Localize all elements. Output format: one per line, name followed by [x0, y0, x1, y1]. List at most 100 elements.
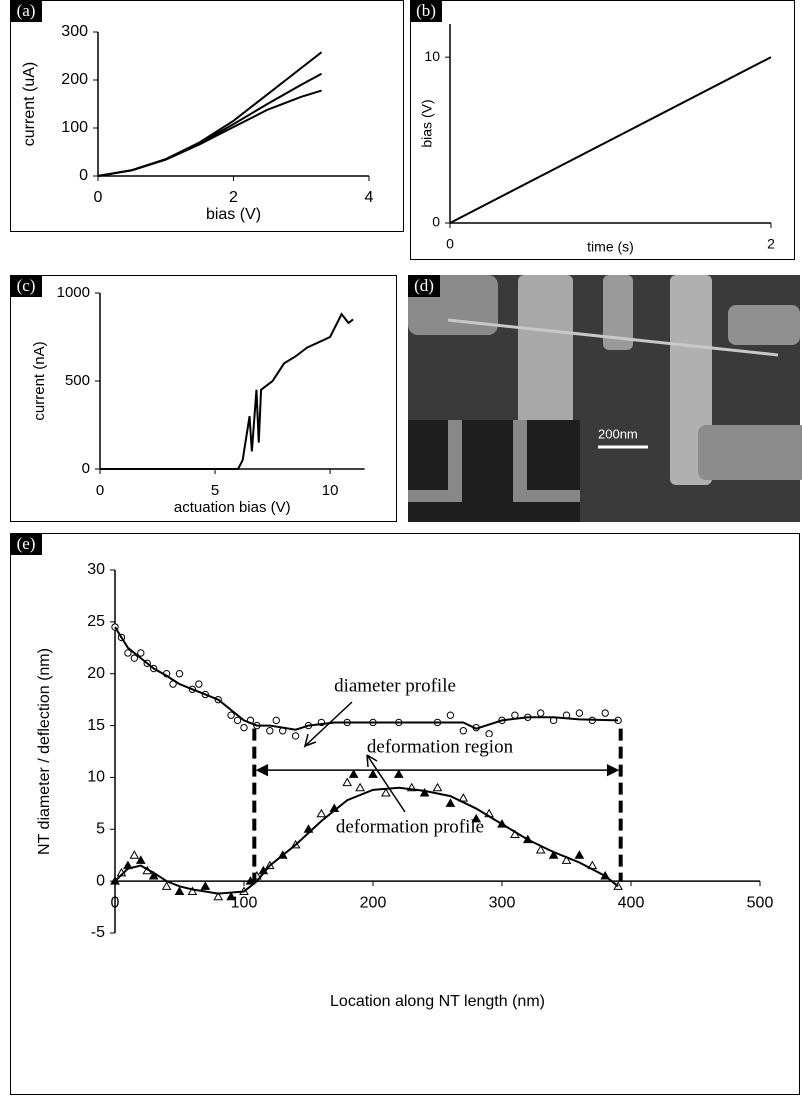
y-tick-label: 200 — [61, 71, 88, 88]
inset-electrode — [513, 490, 580, 502]
y-tick-label: 0 — [82, 460, 90, 477]
region-arrow — [255, 763, 620, 777]
panel-label: (b) — [416, 1, 436, 20]
x-tick-label: 400 — [618, 894, 645, 911]
point — [471, 813, 482, 823]
x-tick-label: 500 — [747, 894, 774, 911]
point — [535, 845, 546, 854]
x-tick-label: 0 — [111, 894, 120, 911]
annotation-arrow — [303, 701, 353, 749]
electrode — [728, 305, 800, 345]
series-line — [449, 56, 772, 224]
point — [575, 709, 584, 717]
x-tick-label: 2 — [767, 236, 775, 252]
series-line — [114, 626, 619, 731]
y-tick-label: 10 — [424, 48, 440, 64]
y-axis-label: current (nA) — [31, 341, 48, 420]
point — [561, 855, 572, 864]
point — [266, 727, 274, 735]
inset-image — [408, 420, 580, 522]
panel-label-bg — [410, 0, 442, 22]
point — [187, 886, 198, 896]
nanotube — [447, 318, 779, 357]
point — [226, 891, 236, 901]
y-tick-label: 15 — [87, 717, 105, 734]
point — [195, 680, 203, 688]
y-axis-label: NT diameter / deflection (nm) — [36, 648, 53, 855]
x-tick-label: 10 — [322, 482, 339, 499]
point — [548, 850, 559, 859]
point — [368, 769, 378, 778]
point — [291, 732, 300, 740]
point — [316, 808, 327, 818]
y-tick-label: 500 — [65, 372, 90, 389]
inset-electrode — [448, 420, 462, 500]
point — [381, 787, 391, 797]
scale-bar-label: 200nm — [598, 426, 638, 441]
point — [129, 850, 140, 859]
y-tick-label: -5 — [91, 924, 105, 941]
y-tick-label: 30 — [87, 561, 105, 578]
panel-frame — [10, 533, 800, 1095]
point — [124, 649, 132, 657]
annotation: deformation profile — [336, 816, 484, 837]
point — [148, 870, 159, 880]
point — [348, 769, 359, 778]
point — [574, 850, 585, 859]
panel-label: (c) — [17, 276, 36, 295]
x-axis-label: bias (V) — [206, 206, 261, 223]
series-line — [114, 786, 619, 895]
x-tick-label: 0 — [94, 189, 103, 206]
inset-electrode — [513, 420, 527, 500]
point — [161, 881, 172, 890]
y-axis-label: bias (V) — [419, 99, 435, 147]
point — [445, 798, 456, 807]
electrode — [698, 425, 802, 480]
panel-label-bg — [10, 0, 42, 22]
x-tick-label: 4 — [365, 189, 374, 206]
point — [272, 716, 280, 725]
y-axis-label: current (uA) — [21, 62, 38, 146]
x-axis-label: time (s) — [587, 239, 634, 255]
x-tick-label: 0 — [446, 236, 454, 252]
point — [233, 716, 242, 725]
annotation: diameter profile — [334, 675, 456, 696]
point — [342, 777, 353, 787]
x-axis-label: actuation bias (V) — [174, 499, 291, 516]
x-tick-label: 5 — [211, 482, 219, 499]
point — [135, 855, 146, 864]
point — [213, 891, 224, 901]
point — [511, 711, 519, 719]
electrode — [518, 275, 573, 445]
point — [175, 670, 184, 678]
point — [601, 709, 609, 717]
electrode — [603, 275, 633, 350]
y-tick-label: 0 — [79, 167, 88, 184]
point — [174, 886, 185, 896]
panel-label: (a) — [17, 1, 36, 20]
y-tick-label: 10 — [87, 769, 105, 786]
point — [393, 769, 404, 778]
panel-label-bg — [10, 533, 42, 555]
y-tick-label: 25 — [87, 613, 105, 630]
x-tick-label: 100 — [231, 894, 258, 911]
series-line — [97, 51, 323, 177]
panel-frame — [10, 0, 404, 232]
point — [458, 793, 469, 802]
annotation-bg — [318, 737, 562, 759]
point — [137, 649, 145, 657]
panel-label-bg — [408, 275, 440, 297]
y-tick-label: 0 — [432, 214, 440, 230]
point — [446, 711, 455, 719]
panel-frame — [10, 275, 397, 522]
point — [537, 709, 545, 717]
y-tick-label: 5 — [96, 821, 105, 838]
panel-frame — [410, 0, 795, 260]
x-tick-label: 0 — [96, 482, 104, 499]
y-tick-label: 300 — [61, 23, 88, 40]
point — [200, 881, 211, 890]
panel-label: (d) — [414, 276, 434, 295]
annotation: deformation region — [367, 736, 514, 757]
point — [419, 787, 430, 797]
